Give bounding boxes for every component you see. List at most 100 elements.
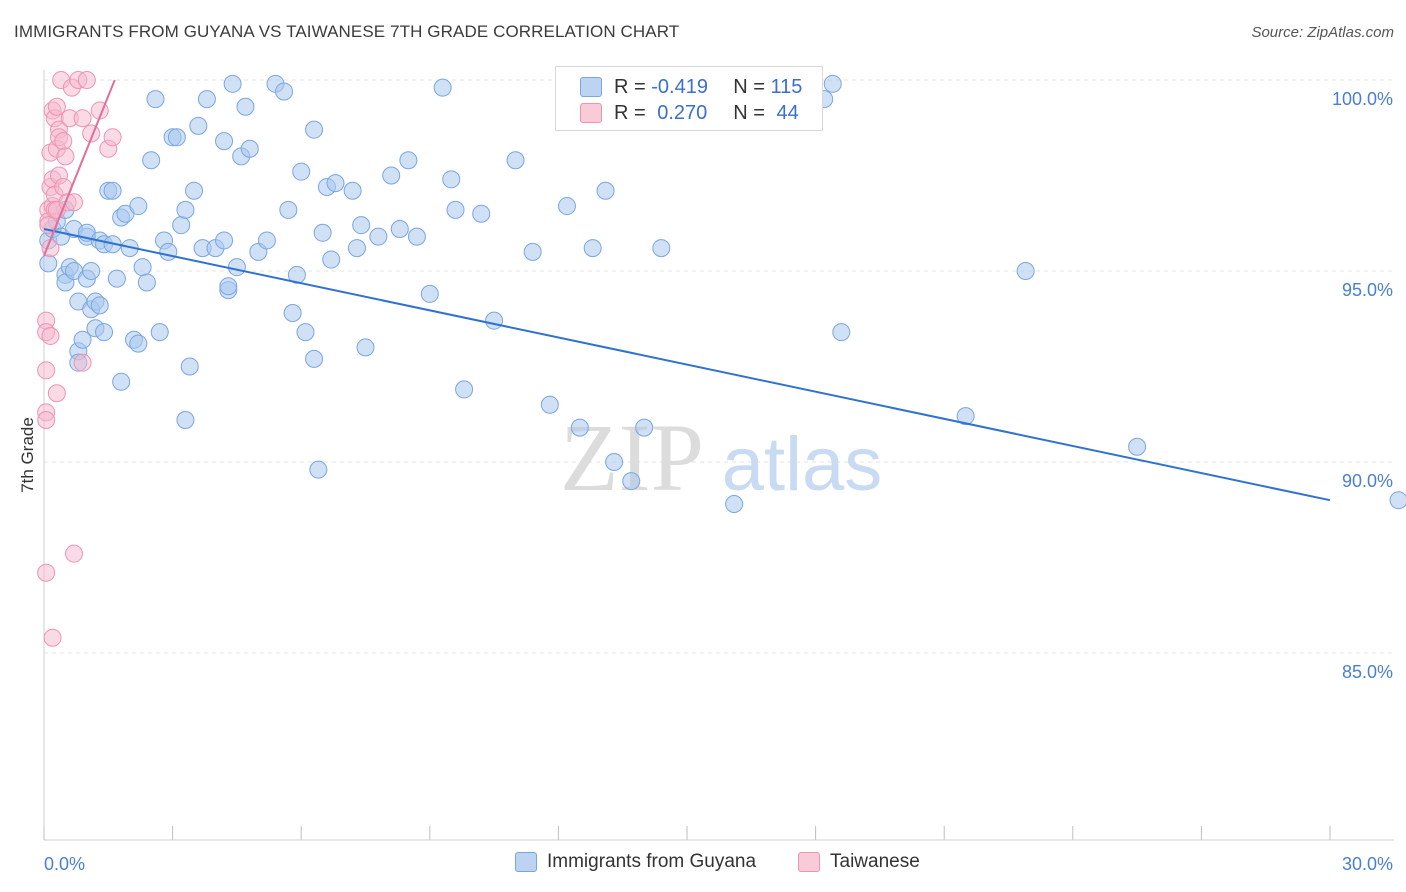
trend-line-taiwanese: [43, 79, 116, 257]
bottom-legend-label-taiwanese: Taiwanese: [830, 851, 920, 872]
x-tick-label: 30.0%: [1342, 854, 1393, 874]
data-point-guyana: [159, 242, 178, 261]
data-point-guyana: [167, 128, 186, 147]
data-point-guyana: [382, 166, 401, 185]
data-point-guyana: [107, 269, 126, 288]
legend-n-value: 115: [770, 75, 803, 98]
data-point-guyana: [185, 181, 204, 200]
data-point-guyana: [90, 296, 109, 315]
data-point-guyana: [455, 380, 474, 399]
axes: [43, 70, 1394, 841]
data-point-guyana: [605, 453, 624, 471]
data-point-guyana: [433, 78, 452, 97]
legend-n-label: N =: [733, 101, 765, 124]
data-point-taiwanese: [43, 628, 62, 647]
data-point-guyana: [292, 162, 311, 181]
data-point-guyana: [570, 418, 589, 437]
data-point-guyana: [279, 200, 298, 219]
data-point-guyana: [180, 357, 199, 376]
data-point-taiwanese: [77, 71, 96, 89]
data-point-guyana: [219, 277, 238, 296]
legend-row-taiwanese: R = 0.270 N = 44: [580, 101, 799, 125]
data-point-taiwanese: [41, 326, 60, 345]
data-point-guyana: [1128, 437, 1147, 456]
y-tick-label: 95.0%: [1342, 280, 1393, 300]
data-point-guyana: [215, 231, 234, 250]
data-point-guyana: [215, 132, 234, 151]
data-point-guyana: [189, 116, 208, 135]
data-point-guyana: [283, 304, 302, 323]
data-point-guyana: [103, 181, 122, 200]
trend-line-guyana: [43, 228, 1331, 502]
legend-n-label: N =: [733, 75, 765, 98]
data-point-guyana: [137, 273, 156, 292]
data-point-guyana: [725, 495, 744, 514]
y-tick-label: 85.0%: [1342, 662, 1393, 682]
series-guyana-points: [39, 74, 1406, 514]
legend-r-label: R =: [614, 75, 646, 98]
data-point-guyana: [176, 410, 195, 429]
data-point-guyana: [150, 323, 169, 342]
data-point-taiwanese: [47, 384, 66, 403]
data-point-guyana: [622, 472, 641, 491]
data-point-guyana: [227, 258, 246, 277]
data-point-taiwanese: [37, 563, 56, 582]
data-point-guyana: [506, 151, 525, 170]
data-point-guyana: [635, 418, 654, 437]
data-point-guyana: [305, 120, 324, 139]
data-point-taiwanese: [37, 410, 56, 429]
data-point-guyana: [82, 262, 101, 280]
data-point-guyana: [399, 151, 418, 170]
legend-swatch-pink: [580, 103, 602, 123]
data-point-guyana: [596, 181, 615, 200]
data-point-guyana: [369, 227, 388, 246]
data-point-guyana: [956, 407, 975, 426]
data-point-guyana: [95, 323, 114, 342]
data-point-guyana: [296, 323, 315, 342]
data-point-guyana: [172, 216, 191, 235]
data-point-guyana: [39, 254, 58, 273]
data-point-guyana: [352, 216, 371, 235]
data-point-guyana: [133, 258, 152, 277]
data-point-taiwanese: [54, 132, 73, 151]
watermark-atlas: atlas: [722, 422, 883, 507]
data-point-guyana: [129, 197, 148, 216]
data-point-guyana: [472, 204, 491, 223]
data-point-guyana: [446, 200, 465, 219]
data-point-guyana: [326, 174, 345, 193]
data-point-guyana: [223, 74, 242, 93]
series-taiwanese-points: [37, 71, 122, 647]
y-axis-label: 7th Grade: [18, 417, 37, 493]
data-point-guyana: [129, 334, 148, 353]
y-tick-label: 100.0%: [1332, 89, 1393, 109]
bottom-legend-swatch-blue: [515, 852, 537, 872]
data-point-taiwanese: [73, 353, 92, 372]
chart-title: IMMIGRANTS FROM GUYANA VS TAIWANESE 7TH …: [14, 22, 680, 41]
data-point-guyana: [420, 284, 439, 303]
data-point-guyana: [485, 311, 504, 330]
data-point-guyana: [176, 200, 195, 219]
data-point-guyana: [652, 239, 671, 258]
legend-n-value: 44: [776, 101, 799, 124]
data-point-guyana: [540, 395, 559, 414]
data-point-taiwanese: [37, 361, 56, 380]
bottom-legend-guyana: Immigrants from Guyana: [515, 851, 756, 873]
data-point-taiwanese: [73, 109, 92, 128]
data-point-taiwanese: [103, 128, 122, 147]
data-point-guyana: [407, 227, 426, 246]
x-tick-label: 0.0%: [44, 854, 85, 874]
data-point-guyana: [112, 372, 131, 391]
trend-lines: [43, 79, 1331, 502]
bottom-legend-label-guyana: Immigrants from Guyana: [547, 851, 757, 872]
bottom-legend-taiwanese: Taiwanese: [798, 851, 920, 873]
legend-r-value: 0.270: [657, 101, 708, 124]
legend-r-value: -0.419: [651, 75, 708, 98]
data-point-guyana: [557, 197, 576, 216]
data-point-guyana: [832, 323, 851, 342]
data-point-taiwanese: [65, 544, 84, 563]
tick-labels: 85.0% 90.0% 95.0% 100.0% 0.0% 30.0%: [44, 89, 1393, 874]
data-point-guyana: [523, 242, 542, 261]
data-point-taiwanese: [47, 97, 66, 116]
legend-swatch-blue: [580, 77, 602, 97]
data-point-guyana: [142, 151, 161, 170]
